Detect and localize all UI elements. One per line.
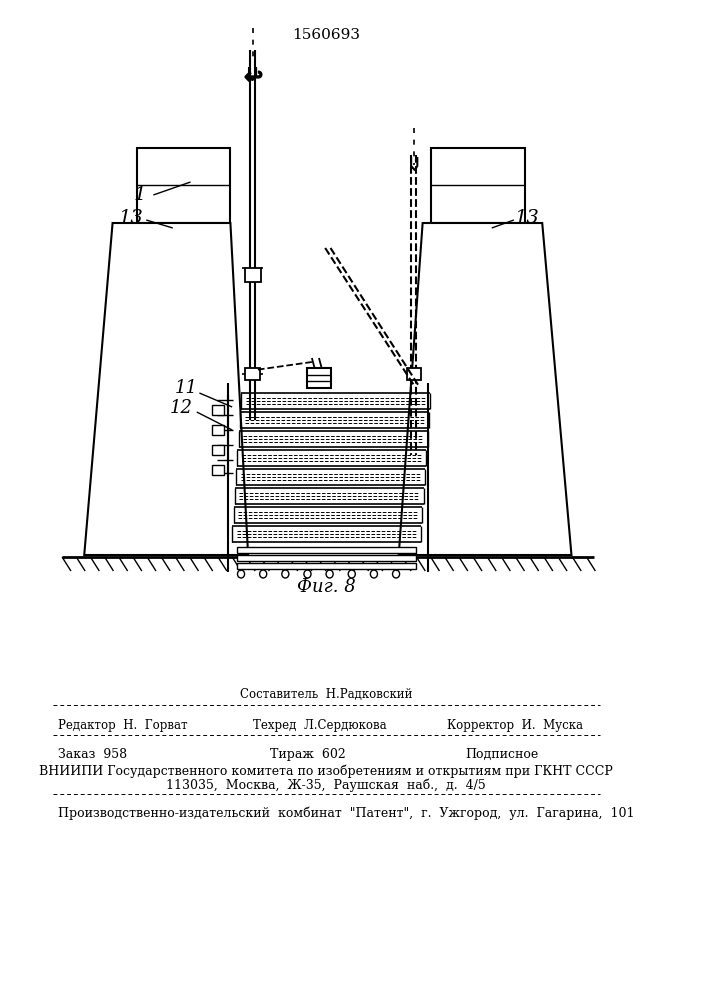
Text: 11: 11 [175,379,198,397]
Bar [245,268,260,282]
Text: Заказ  958: Заказ 958 [58,748,127,761]
Text: Фиг. 8: Фиг. 8 [297,578,356,596]
Bar [407,368,421,380]
Bar [237,547,416,553]
Bar [308,368,330,388]
Text: Тираж  602: Тираж 602 [270,748,346,761]
Text: ВНИИПИ Государственного комитета по изобретениям и открытиям при ГКНТ СССР: ВНИИПИ Государственного комитета по изоб… [39,764,613,778]
Text: Корректор  И.  Муска: Корректор И. Муска [448,719,583,732]
Text: 13: 13 [119,209,144,227]
Text: 1: 1 [134,186,146,204]
Bar [137,148,230,223]
Text: 12: 12 [170,399,193,417]
Polygon shape [84,223,248,555]
Text: Редактор  Н.  Горват: Редактор Н. Горват [58,719,187,732]
Polygon shape [399,223,571,555]
Bar [237,555,416,561]
Bar [431,148,525,223]
Bar [212,465,224,475]
Text: 1560693: 1560693 [292,28,360,42]
Bar [212,445,224,455]
Text: Составитель  Н.Радковский: Составитель Н.Радковский [240,688,412,701]
Text: Производственно-издательский  комбинат  "Патент",  г.  Ужгород,  ул.  Гагарина, : Производственно-издательский комбинат "П… [58,806,634,820]
Bar [212,405,224,415]
Text: 113035,  Москва,  Ж-35,  Раушская  наб.,  д.  4/5: 113035, Москва, Ж-35, Раушская наб., д. … [166,778,486,792]
Text: Техред  Л.Сердюкова: Техред Л.Сердюкова [252,719,386,732]
Bar [237,563,416,569]
Text: Подписное: Подписное [465,748,539,761]
Bar [245,368,259,380]
Text: 13: 13 [515,209,539,227]
Bar [212,425,224,435]
